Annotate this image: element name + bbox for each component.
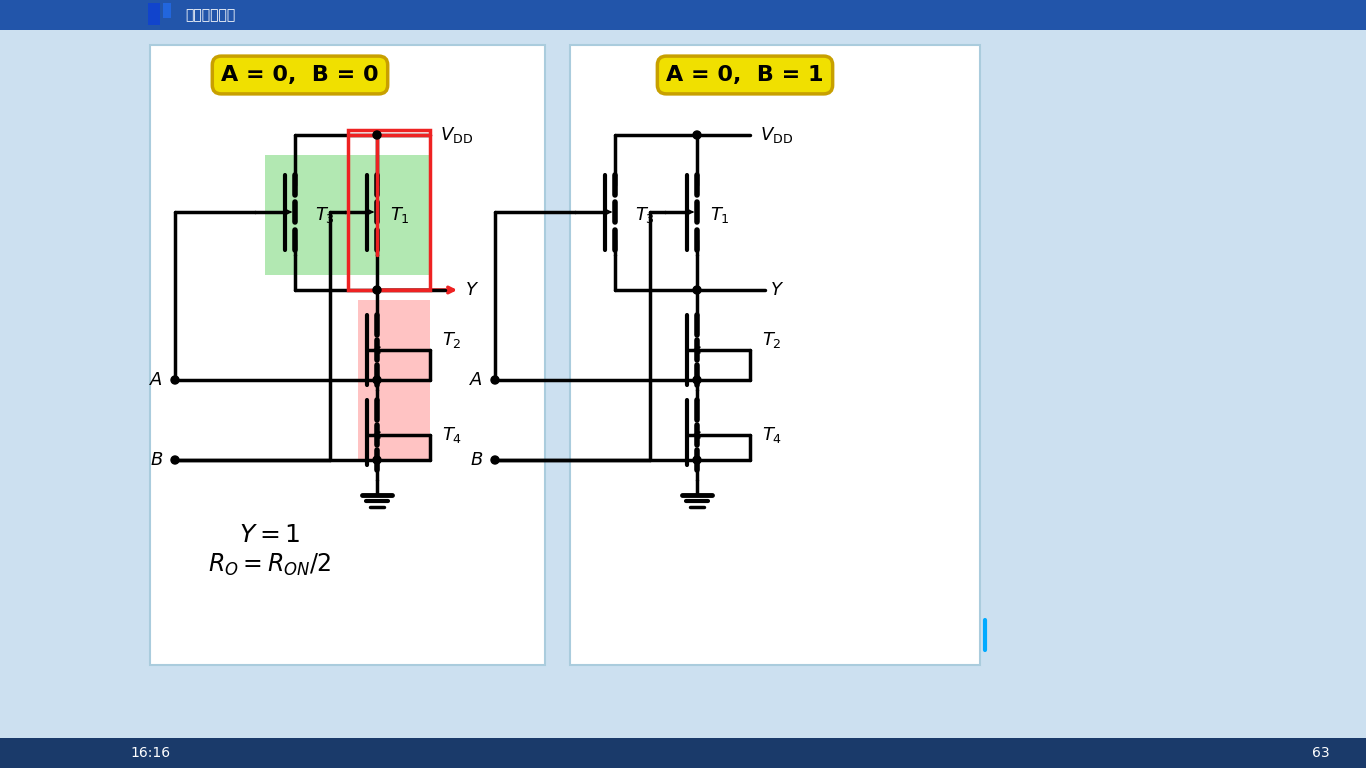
- Text: 63: 63: [1313, 746, 1330, 760]
- Circle shape: [693, 286, 701, 294]
- Circle shape: [373, 376, 381, 384]
- Bar: [348, 130, 430, 290]
- Circle shape: [693, 376, 701, 384]
- Text: $Y = 1$: $Y = 1$: [239, 523, 301, 547]
- Circle shape: [373, 131, 381, 139]
- Text: $T_3$: $T_3$: [635, 205, 654, 225]
- Circle shape: [373, 456, 381, 464]
- Bar: [148, 3, 160, 25]
- Text: 16:16: 16:16: [130, 746, 171, 760]
- Bar: [350, 155, 430, 275]
- Text: $V_{\rm DD}$: $V_{\rm DD}$: [440, 125, 473, 145]
- Text: $A$: $A$: [149, 371, 163, 389]
- Text: $A$: $A$: [469, 371, 484, 389]
- Circle shape: [693, 456, 701, 464]
- Text: $T_4$: $T_4$: [762, 425, 783, 445]
- Bar: [0, 738, 1366, 768]
- Text: $Y$: $Y$: [770, 281, 784, 299]
- Text: A = 0,  B = 1: A = 0, B = 1: [667, 65, 824, 85]
- Text: A = 0,  B = 0: A = 0, B = 0: [221, 65, 378, 85]
- Text: 山西农业大学: 山西农业大学: [184, 8, 235, 22]
- Bar: [150, 45, 545, 665]
- Text: $T_2$: $T_2$: [762, 330, 781, 350]
- Text: $T_3$: $T_3$: [316, 205, 335, 225]
- Text: $V_{\rm DD}$: $V_{\rm DD}$: [759, 125, 794, 145]
- Bar: [0, 0, 1366, 30]
- Bar: [265, 155, 350, 275]
- Circle shape: [490, 456, 499, 464]
- Bar: [570, 45, 979, 665]
- Text: $T_1$: $T_1$: [710, 205, 729, 225]
- Text: $R_O = R_{ON}/2$: $R_O = R_{ON}/2$: [209, 552, 332, 578]
- Bar: [358, 300, 430, 460]
- Text: $T_4$: $T_4$: [443, 425, 462, 445]
- Bar: [163, 3, 171, 18]
- Circle shape: [171, 376, 179, 384]
- Text: $T_1$: $T_1$: [391, 205, 410, 225]
- Text: $T_2$: $T_2$: [443, 330, 462, 350]
- Text: $Y$: $Y$: [464, 281, 479, 299]
- Circle shape: [171, 456, 179, 464]
- Text: $B$: $B$: [150, 451, 163, 469]
- Circle shape: [373, 286, 381, 294]
- Circle shape: [693, 131, 701, 139]
- Circle shape: [490, 376, 499, 384]
- Text: $B$: $B$: [470, 451, 484, 469]
